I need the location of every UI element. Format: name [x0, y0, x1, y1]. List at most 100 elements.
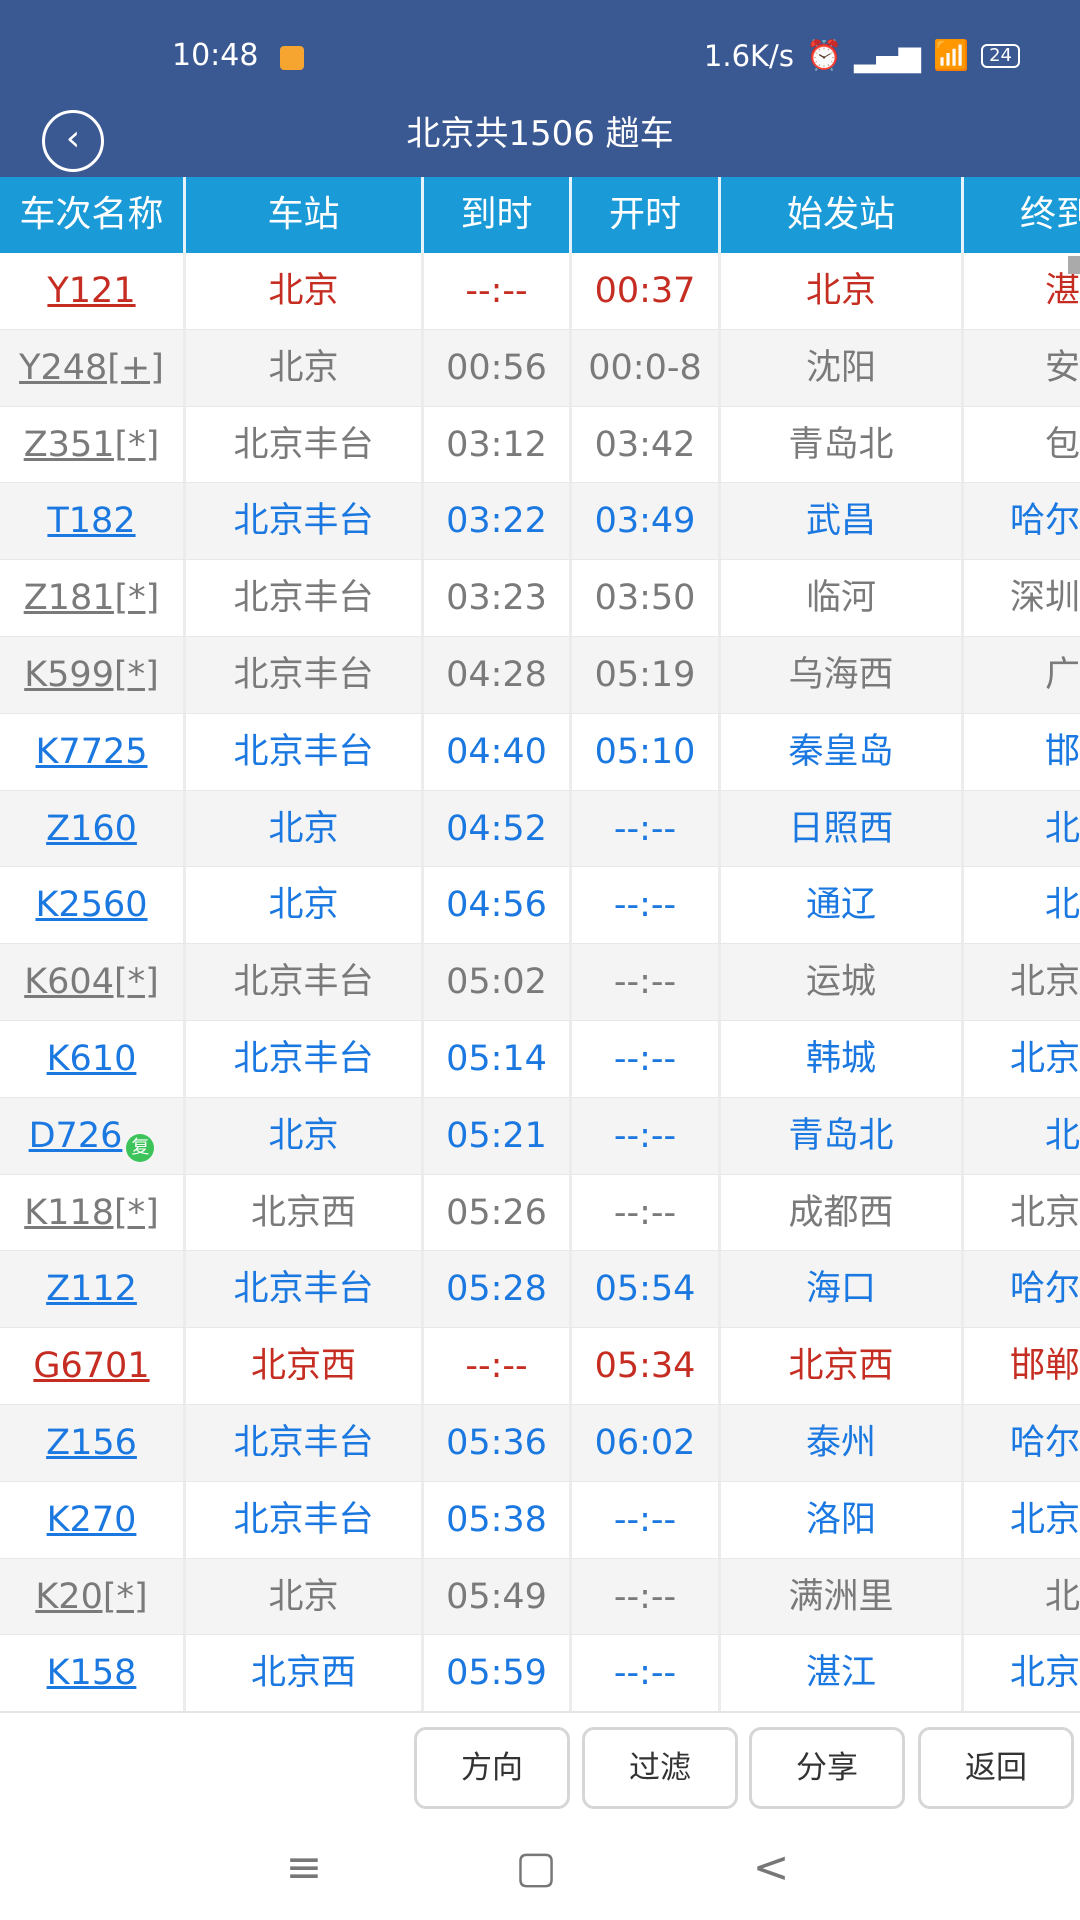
origin-cell-text: 武昌 [805, 501, 876, 542]
table-row[interactable]: G6701 北京西 --:-- 05:34 北京西 邯郸 [0, 1328, 1080, 1405]
table-row[interactable]: Z351[*] 北京丰台 03:12 03:42 青岛北 包 [0, 406, 1080, 484]
back-button[interactable]: ‹ [42, 110, 104, 172]
table-row[interactable]: K610 北京丰台 05:14 --:-- 韩城 北京 [0, 1020, 1080, 1098]
col-arrival[interactable]: 到时 [424, 177, 572, 253]
origin-cell: 北京西 [721, 1328, 964, 1404]
departure-cell: --:-- [572, 1174, 721, 1251]
filter-button[interactable]: 过滤 [582, 1727, 738, 1809]
col-origin[interactable]: 始发站 [721, 177, 964, 253]
train-cell[interactable]: Z156 [0, 1404, 186, 1481]
destination-cell: 北京 [964, 1482, 1080, 1558]
train-cell[interactable]: G6701 [0, 1328, 186, 1404]
origin-cell-text: 成都西 [788, 1192, 894, 1233]
train-cell[interactable]: Y248[+] [0, 329, 186, 406]
share-button[interactable]: 分享 [749, 1727, 905, 1809]
train-cell[interactable]: Y121 [0, 253, 186, 329]
home-nav-icon[interactable]: ▢ [515, 1842, 557, 1893]
train-cell-text[interactable]: G6701 [33, 1346, 150, 1387]
train-cell-text[interactable]: Z112 [46, 1269, 137, 1310]
train-cell-text[interactable]: D726 [28, 1115, 123, 1156]
wifi-icon: 📶 [932, 38, 970, 72]
direction-button[interactable]: 方向 [414, 1727, 570, 1809]
table-row[interactable]: Z112 北京丰台 05:28 05:54 海口 哈尔 [0, 1251, 1080, 1329]
departure-cell-text: --:-- [613, 1653, 677, 1694]
train-cell[interactable]: Z181[*] [0, 560, 186, 636]
train-cell-text[interactable]: K270 [46, 1499, 137, 1540]
departure-cell: --:-- [572, 1020, 721, 1097]
col-train[interactable]: 车次名称 [0, 177, 186, 253]
destination-cell: 北 [964, 791, 1080, 867]
train-cell[interactable]: K270 [0, 1481, 186, 1558]
departure-cell: 03:49 [572, 483, 721, 560]
destination-cell-text: 北 [1044, 885, 1080, 926]
table-row[interactable]: T182 北京丰台 03:22 03:49 武昌 哈尔 [0, 483, 1080, 561]
table-row[interactable]: K270 北京丰台 05:38 --:-- 洛阳 北京 [0, 1481, 1080, 1559]
menu-nav-icon[interactable]: ≡ [285, 1842, 323, 1893]
train-cell-text[interactable]: Z181[*] [23, 578, 160, 619]
col-departure[interactable]: 开时 [572, 177, 721, 253]
table-row[interactable]: K7725 北京丰台 04:40 05:10 秦皇岛 邯 [0, 713, 1080, 791]
arrival-cell: 04:56 [424, 867, 572, 944]
train-cell[interactable]: Z112 [0, 1251, 186, 1328]
train-cell-text[interactable]: K158 [46, 1653, 137, 1694]
train-cell-text[interactable]: K599[*] [24, 654, 159, 695]
table-row[interactable]: Z156 北京丰台 05:36 06:02 泰州 哈尔 [0, 1404, 1080, 1482]
train-cell-text[interactable]: K7725 [35, 731, 148, 772]
col-destination[interactable]: 终到 [1020, 194, 1080, 235]
train-cell[interactable]: K7725 [0, 713, 186, 790]
station-cell-text: 北京丰台 [233, 1269, 374, 1310]
table-row[interactable]: K158 北京西 05:59 --:-- 湛江 北京 [0, 1635, 1080, 1711]
train-table[interactable]: Y121 北京 --:-- 00:37 北京 湛 Y248[+] 北京 00:56 00:0-8 沈… [0, 253, 1080, 1713]
destination-cell-text: 哈尔 [1009, 1269, 1080, 1310]
origin-cell: 满洲里 [721, 1558, 964, 1635]
train-cell-text[interactable]: K604[*] [24, 962, 159, 1003]
train-cell[interactable]: Z160 [0, 790, 186, 867]
departure-cell: 00:37 [572, 253, 721, 329]
train-cell-text[interactable]: Z160 [46, 808, 137, 849]
train-cell-text[interactable]: Z156 [46, 1422, 137, 1463]
col-station[interactable]: 车站 [186, 177, 424, 253]
train-cell-text[interactable]: K610 [46, 1038, 137, 1079]
train-cell-text[interactable]: T182 [47, 501, 136, 542]
station-cell: 北京西 [186, 1328, 424, 1404]
train-cell[interactable]: D726 复 [0, 1097, 186, 1174]
train-cell[interactable]: K599[*] [0, 636, 186, 713]
table-row[interactable]: K604[*] 北京丰台 05:02 --:-- 运城 北京 [0, 944, 1080, 1021]
table-row[interactable]: Y248[+] 北京 00:56 00:0-8 沈阳 安 [0, 329, 1080, 407]
train-cell[interactable]: Z351[*] [0, 406, 186, 483]
origin-cell: 乌海西 [721, 636, 964, 713]
origin-cell: 武昌 [721, 483, 964, 560]
table-row[interactable]: D726 复 北京 05:21 --:-- 青岛北 北 [0, 1097, 1080, 1175]
origin-cell: 青岛北 [721, 406, 964, 483]
return-button[interactable]: 返回 [918, 1727, 1074, 1809]
table-row[interactable]: K599[*] 北京丰台 04:28 05:19 乌海西 广 [0, 636, 1080, 714]
train-cell-text[interactable]: K20[*] [35, 1576, 148, 1617]
origin-cell-text: 湛江 [805, 1653, 876, 1694]
destination-cell-text: 邯郸 [1009, 1346, 1080, 1387]
train-cell[interactable]: K158 [0, 1635, 186, 1711]
train-cell-text[interactable]: Y121 [47, 271, 136, 311]
arrival-cell: 05:38 [424, 1481, 572, 1558]
train-cell-text[interactable]: K2560 [35, 885, 148, 926]
table-row[interactable]: K118[*] 北京西 05:26 --:-- 成都西 北京 [0, 1174, 1080, 1252]
train-cell-text[interactable]: Z351[*] [23, 424, 160, 465]
train-cell-text[interactable]: K118[*] [24, 1192, 159, 1233]
destination-cell: 北 [964, 1559, 1080, 1635]
table-row[interactable]: K2560 北京 04:56 --:-- 通辽 北 [0, 867, 1080, 945]
scrollbar[interactable] [1068, 256, 1080, 274]
train-cell[interactable]: T182 [0, 483, 186, 560]
train-cell[interactable]: K604[*] [0, 944, 186, 1020]
table-row[interactable]: Z160 北京 04:52 --:-- 日照西 北 [0, 790, 1080, 868]
train-cell[interactable]: K20[*] [0, 1558, 186, 1635]
destination-cell-text: 北 [1044, 808, 1080, 849]
train-cell[interactable]: K118[*] [0, 1174, 186, 1251]
arrival-cell: 04:52 [424, 790, 572, 867]
train-cell[interactable]: K2560 [0, 867, 186, 944]
destination-cell: 邯 [964, 714, 1080, 790]
train-cell[interactable]: K610 [0, 1020, 186, 1097]
table-row[interactable]: K20[*] 北京 05:49 --:-- 满洲里 北 [0, 1558, 1080, 1636]
table-row[interactable]: Y121 北京 --:-- 00:37 北京 湛 [0, 253, 1080, 330]
back-nav-icon[interactable]: < [752, 1842, 790, 1893]
train-cell-text[interactable]: Y248[+] [19, 347, 164, 388]
table-row[interactable]: Z181[*] 北京丰台 03:23 03:50 临河 深圳 [0, 560, 1080, 637]
